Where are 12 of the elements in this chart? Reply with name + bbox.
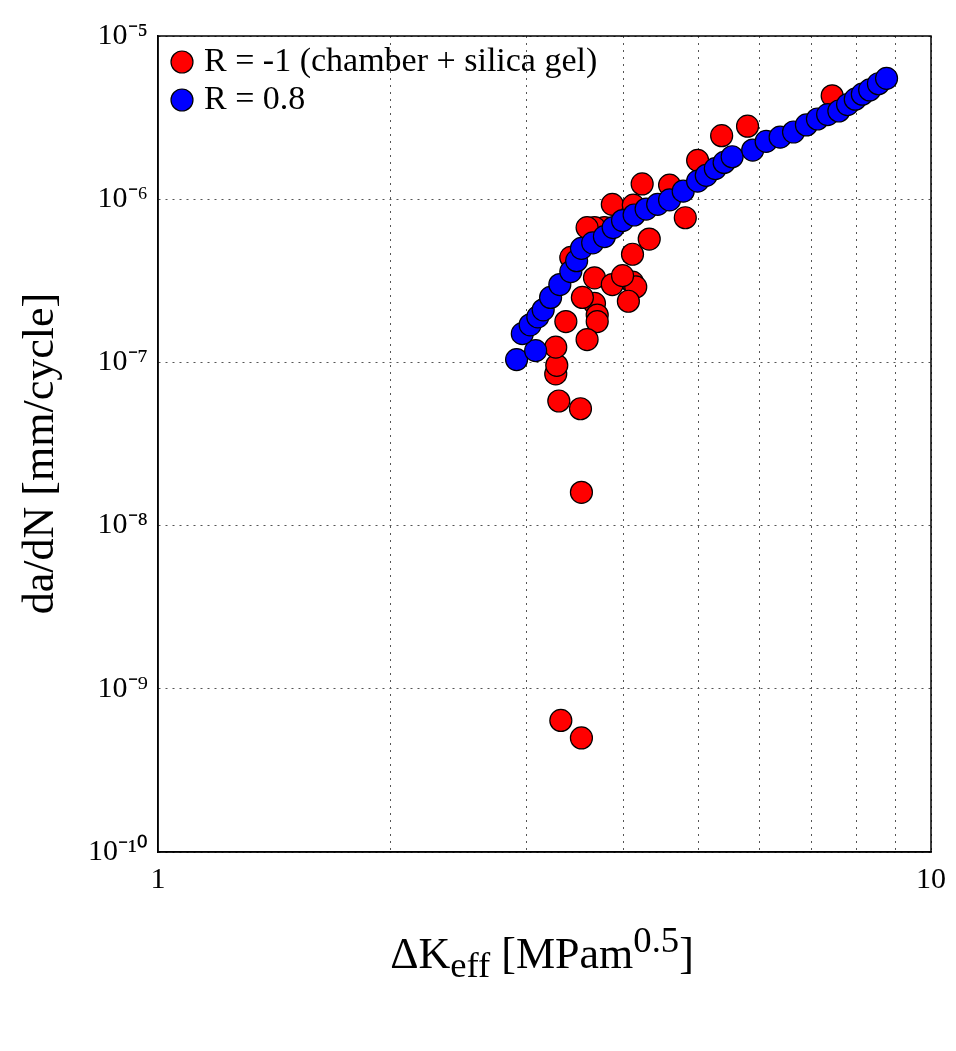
x-tick-label: 1 [150, 860, 166, 894]
legend-label: R = 0.8 [203, 78, 306, 116]
y-tick-label: 10⁻⁹ [97, 669, 148, 703]
y-tick-label: 10⁻⁸ [97, 506, 148, 540]
y-tick-label: 10⁻⁶ [97, 180, 148, 214]
x-tick-label: 10 [916, 860, 946, 894]
legend-label: R = -1 (chamber + silica gel) [203, 40, 598, 79]
y-tick-label: 10⁻¹⁰ [87, 832, 148, 866]
y-tick-label: 10⁻⁵ [97, 16, 148, 50]
x-axis-title: ΔK$_{eff}$ [MPam$^{0.5}$] [389, 918, 695, 987]
y-axis-title: da/dN [mm/cycle] [12, 291, 64, 617]
y-tick-label: 10⁻⁷ [97, 343, 148, 377]
